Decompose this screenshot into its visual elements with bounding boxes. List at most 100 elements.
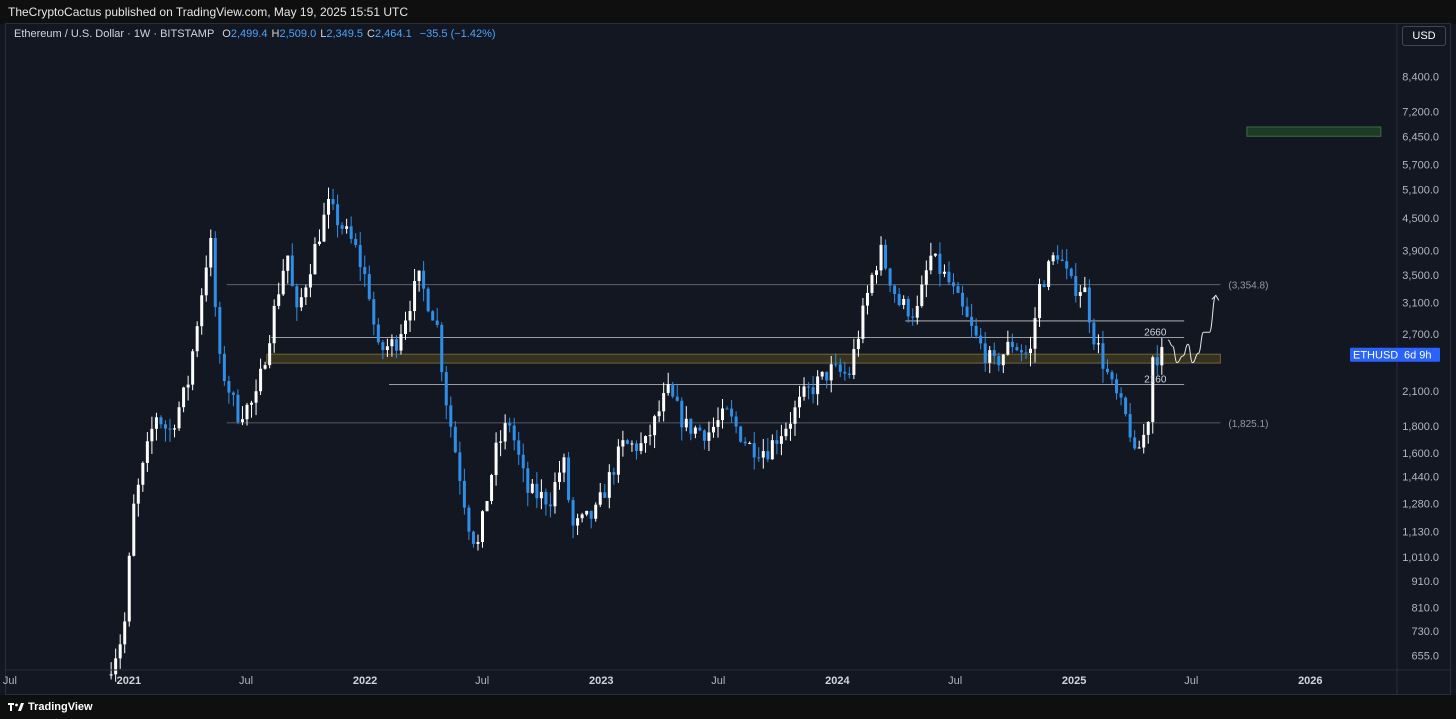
currency-button[interactable]: USD	[1402, 26, 1446, 46]
candle-body	[1069, 268, 1073, 277]
candle-body	[272, 305, 276, 344]
candle-body	[657, 411, 661, 417]
y-tick-label: 6,450.0	[1402, 131, 1439, 143]
candle-body	[983, 343, 987, 363]
candle-body	[1128, 414, 1132, 438]
candle-body	[200, 295, 204, 327]
candle-body	[336, 204, 340, 226]
candle-body	[856, 338, 860, 350]
candle-body	[381, 342, 385, 351]
candle-body	[598, 492, 602, 505]
support-zone	[266, 353, 1221, 364]
candle-body	[363, 267, 367, 275]
candle-body	[1096, 343, 1100, 345]
candle-body	[340, 225, 344, 229]
close-value: 2,464.1	[374, 28, 412, 40]
candle-body	[1042, 284, 1046, 287]
candle-body	[979, 335, 983, 344]
y-tick-label: 1,440.0	[1402, 472, 1439, 484]
projection-path	[1167, 294, 1217, 364]
candle-body	[145, 441, 149, 463]
candle-body	[367, 274, 371, 300]
candle-body	[259, 368, 263, 392]
candle-body	[693, 427, 697, 434]
candle-body	[240, 419, 244, 423]
candle-body	[666, 384, 670, 394]
candle-body	[349, 226, 353, 239]
candle-body	[422, 270, 426, 289]
footer-brand[interactable]: TradingView	[28, 701, 93, 713]
candle-body	[304, 287, 308, 298]
candle-body	[897, 294, 901, 305]
y-tick-label: 5,700.0	[1402, 159, 1439, 171]
candle-body	[798, 396, 802, 408]
candle-body	[163, 424, 167, 429]
candle-body	[807, 386, 811, 388]
candle-body	[879, 244, 883, 271]
y-tick-label: 2,100.0	[1402, 386, 1439, 398]
candle-body	[222, 353, 226, 382]
candle-body	[906, 298, 910, 317]
candle-body	[127, 555, 131, 622]
candle-body	[480, 511, 484, 543]
candle-body	[1010, 341, 1014, 348]
candle-body	[1119, 393, 1123, 398]
candle-body	[802, 386, 806, 397]
candle-body	[539, 491, 543, 499]
candle-body	[933, 253, 937, 256]
candle-body	[784, 428, 788, 437]
candle-body	[585, 510, 589, 515]
candle-body	[1024, 352, 1028, 354]
candle-body	[114, 658, 118, 675]
candle-body	[748, 443, 752, 445]
price-badge-countdown: 6d 9h	[1404, 350, 1432, 362]
candle-body	[829, 364, 833, 381]
candle-body	[775, 440, 779, 444]
candle-body	[671, 384, 675, 397]
candle-body	[1105, 368, 1109, 373]
symbol-title[interactable]: Ethereum / U.S. Dollar · 1W · BITSTAMP	[14, 28, 215, 40]
x-tick-label: 2025	[1062, 675, 1086, 687]
candle-body	[408, 311, 412, 321]
candle-body	[942, 271, 946, 274]
y-tick-label: 4,500.0	[1402, 213, 1439, 225]
candle-body	[1160, 346, 1164, 366]
candle-body	[698, 427, 702, 431]
price-badge-symbol: ETHUSD	[1353, 350, 1398, 362]
candle-body	[811, 387, 815, 395]
candle-body	[607, 472, 611, 498]
candle-body	[816, 376, 820, 395]
candle-body	[576, 518, 580, 526]
candle-body	[521, 454, 525, 469]
candle-body	[327, 198, 331, 215]
candle-body	[992, 350, 996, 356]
candle-body	[861, 305, 865, 339]
candle-body	[865, 292, 869, 306]
candle-body	[548, 504, 552, 507]
candle-body	[662, 393, 666, 412]
candle-body	[1155, 357, 1159, 366]
candle-body	[476, 542, 480, 544]
candle-body	[1078, 292, 1082, 296]
candle-body	[739, 426, 743, 442]
x-tick-label: Jul	[711, 675, 725, 687]
candle-body	[150, 428, 154, 442]
candle-body	[245, 404, 249, 420]
candle-body	[173, 428, 177, 430]
candle-body	[1137, 447, 1141, 449]
candle-body	[372, 299, 376, 325]
candle-body	[1051, 255, 1055, 262]
high-value: 2,509.0	[279, 28, 317, 40]
candle-body	[195, 326, 199, 352]
candle-body	[376, 324, 380, 343]
candle-body	[1115, 379, 1119, 394]
candle-body	[440, 324, 444, 373]
candle-body	[109, 674, 113, 676]
candle-body	[118, 644, 122, 659]
candle-body	[268, 343, 272, 366]
candle-body	[639, 443, 643, 451]
low-label: L	[320, 28, 327, 40]
candle-body	[1083, 287, 1087, 293]
y-tick-label: 1,280.0	[1402, 498, 1439, 510]
